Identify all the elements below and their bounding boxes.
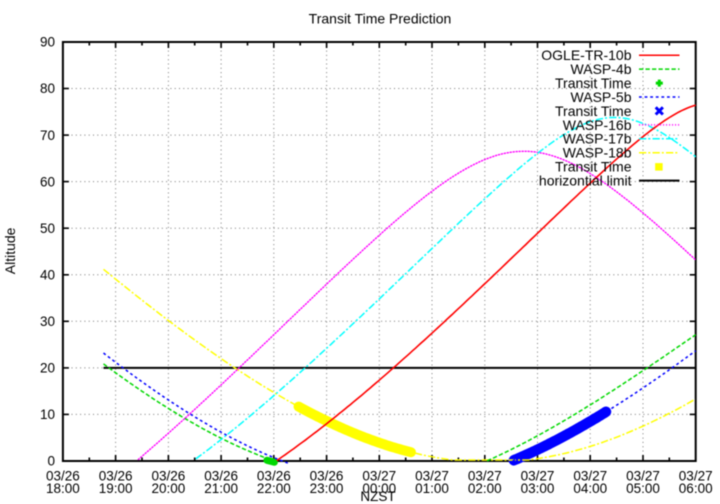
svg-text:03/27: 03/27 (415, 469, 449, 484)
svg-text:60: 60 (40, 174, 55, 189)
svg-text:80: 80 (40, 81, 55, 96)
svg-text:90: 90 (40, 35, 55, 50)
svg-text:50: 50 (40, 221, 55, 236)
svg-text:03/27: 03/27 (362, 469, 396, 484)
svg-text:00:00: 00:00 (362, 481, 396, 496)
svg-text:Altitude: Altitude (2, 227, 18, 274)
svg-text:03/27: 03/27 (679, 469, 713, 484)
svg-text:19:00: 19:00 (99, 481, 133, 496)
svg-text:0: 0 (47, 454, 55, 469)
svg-text:03/26: 03/26 (46, 469, 80, 484)
svg-text:WASP-4b: WASP-4b (571, 61, 632, 77)
svg-text:10: 10 (40, 407, 55, 422)
svg-text:03/27: 03/27 (521, 469, 555, 484)
svg-text:WASP-18b: WASP-18b (563, 145, 632, 161)
svg-text:04:00: 04:00 (573, 481, 607, 496)
svg-text:03/27: 03/27 (468, 469, 502, 484)
svg-text:23:00: 23:00 (310, 481, 344, 496)
svg-text:03/27: 03/27 (573, 469, 607, 484)
svg-text:Transit Time: Transit Time (555, 75, 632, 91)
svg-text:21:00: 21:00 (204, 481, 238, 496)
svg-text:OGLE-TR-10b: OGLE-TR-10b (541, 47, 631, 63)
svg-text:Transit Time: Transit Time (555, 103, 632, 119)
svg-text:01:00: 01:00 (415, 481, 449, 496)
svg-text:03/26: 03/26 (204, 469, 238, 484)
svg-text:WASP-17b: WASP-17b (563, 131, 632, 147)
svg-text:20:00: 20:00 (151, 481, 185, 496)
svg-text:70: 70 (40, 128, 55, 143)
svg-text:WASP-5b: WASP-5b (571, 89, 632, 105)
svg-text:03/26: 03/26 (310, 469, 344, 484)
svg-text:06:00: 06:00 (679, 481, 713, 496)
svg-text:NZST: NZST (360, 489, 395, 504)
svg-text:30: 30 (40, 314, 55, 329)
svg-text:22:00: 22:00 (257, 481, 291, 496)
svg-text:40: 40 (40, 267, 55, 282)
svg-text:03/27: 03/27 (626, 469, 660, 484)
svg-text:20: 20 (40, 361, 55, 376)
svg-text:03:00: 03:00 (521, 481, 555, 496)
svg-text:18:00: 18:00 (46, 481, 80, 496)
svg-text:Transit Time Prediction: Transit Time Prediction (309, 11, 452, 27)
svg-text:03/26: 03/26 (99, 469, 133, 484)
svg-text:02:00: 02:00 (468, 481, 502, 496)
svg-text:horizontial limit: horizontial limit (539, 172, 632, 188)
svg-text:03/26: 03/26 (151, 469, 185, 484)
svg-text:03/26: 03/26 (257, 469, 291, 484)
svg-text:WASP-16b: WASP-16b (563, 117, 632, 133)
svg-text:05:00: 05:00 (626, 481, 660, 496)
svg-text:Transit Time: Transit Time (555, 159, 632, 175)
